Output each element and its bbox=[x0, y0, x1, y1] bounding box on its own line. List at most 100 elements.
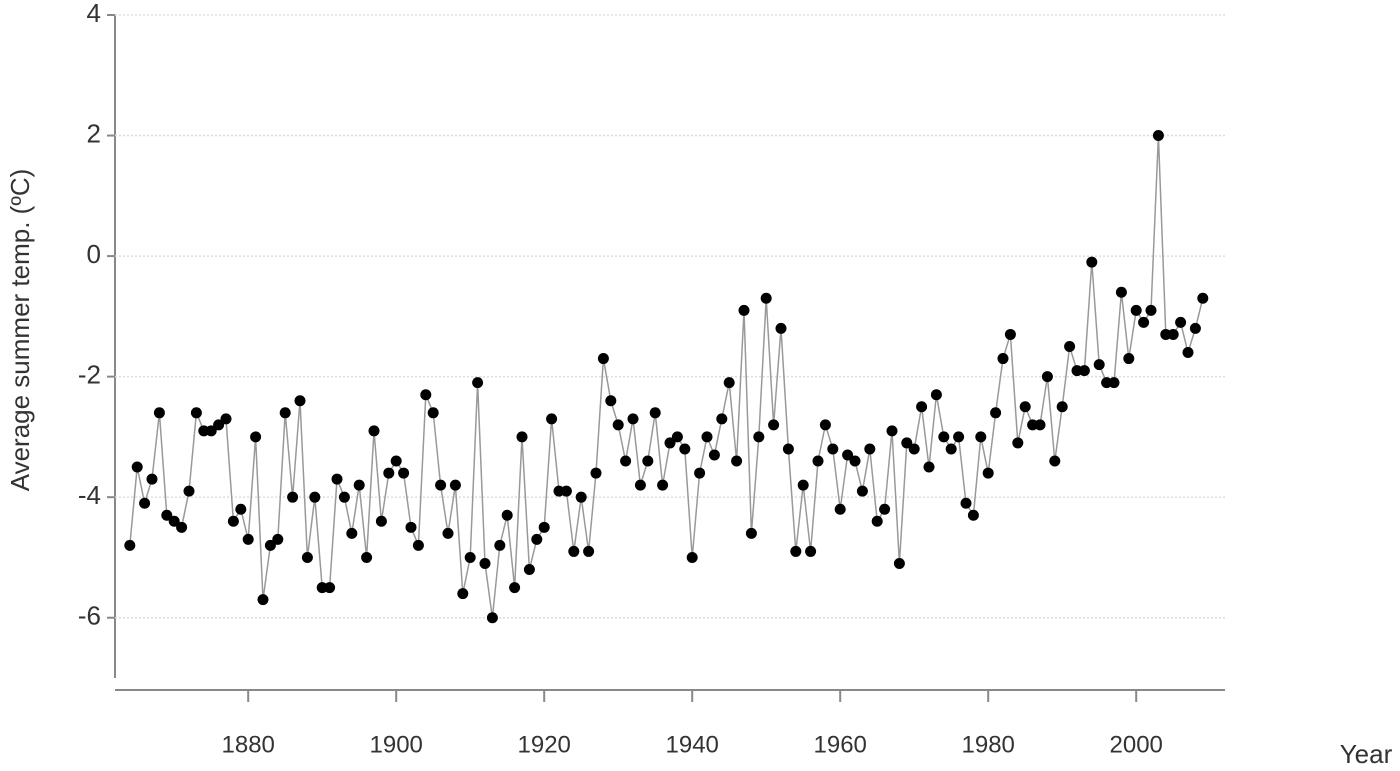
data-point bbox=[642, 455, 654, 467]
data-point bbox=[383, 467, 395, 479]
data-point bbox=[967, 509, 979, 521]
data-point bbox=[819, 419, 831, 431]
data-point bbox=[686, 551, 698, 563]
data-point bbox=[723, 377, 735, 389]
data-point bbox=[908, 443, 920, 455]
data-point bbox=[1197, 292, 1209, 304]
data-point bbox=[1189, 322, 1201, 334]
data-point bbox=[361, 551, 373, 563]
data-point bbox=[1086, 256, 1098, 268]
data-point bbox=[768, 419, 780, 431]
data-point bbox=[501, 509, 513, 521]
data-point bbox=[250, 431, 262, 443]
data-point bbox=[745, 527, 757, 539]
data-point bbox=[849, 455, 861, 467]
data-point bbox=[664, 437, 676, 449]
y-tick-label: 0 bbox=[87, 239, 101, 269]
data-point bbox=[627, 413, 639, 425]
data-point bbox=[1130, 304, 1142, 316]
data-point bbox=[916, 401, 928, 413]
data-point bbox=[346, 527, 358, 539]
data-point bbox=[412, 539, 424, 551]
data-point bbox=[309, 491, 321, 503]
data-point bbox=[1041, 371, 1053, 383]
data-point bbox=[131, 461, 143, 473]
data-point bbox=[753, 431, 765, 443]
data-point bbox=[605, 395, 617, 407]
data-point bbox=[575, 491, 587, 503]
data-point bbox=[124, 539, 136, 551]
data-point bbox=[945, 443, 957, 455]
data-point bbox=[1056, 401, 1068, 413]
data-point bbox=[190, 407, 202, 419]
data-point bbox=[560, 485, 572, 497]
data-point bbox=[538, 521, 550, 533]
data-point bbox=[509, 582, 521, 594]
data-point bbox=[856, 485, 868, 497]
data-point bbox=[930, 389, 942, 401]
data-point bbox=[790, 545, 802, 557]
data-point bbox=[546, 413, 558, 425]
data-point bbox=[960, 497, 972, 509]
data-point bbox=[923, 461, 935, 473]
data-point bbox=[990, 407, 1002, 419]
data-point bbox=[708, 449, 720, 461]
data-point bbox=[427, 407, 439, 419]
data-point bbox=[242, 533, 254, 545]
data-point bbox=[486, 612, 498, 624]
x-tick-label: 1900 bbox=[370, 731, 423, 758]
data-point bbox=[842, 449, 854, 461]
data-point bbox=[213, 419, 225, 431]
data-point bbox=[353, 479, 365, 491]
y-tick-label: 4 bbox=[87, 0, 101, 28]
data-point bbox=[760, 292, 772, 304]
data-point bbox=[272, 533, 284, 545]
data-point bbox=[1004, 328, 1016, 340]
data-point bbox=[287, 491, 299, 503]
x-tick-label: 1940 bbox=[666, 731, 719, 758]
data-point bbox=[464, 551, 476, 563]
data-point bbox=[161, 509, 173, 521]
data-point bbox=[1019, 401, 1031, 413]
data-point bbox=[531, 533, 543, 545]
data-point bbox=[886, 425, 898, 437]
data-point bbox=[1145, 304, 1157, 316]
data-point bbox=[264, 539, 276, 551]
data-point bbox=[153, 407, 165, 419]
data-point bbox=[679, 443, 691, 455]
data-point bbox=[183, 485, 195, 497]
data-point bbox=[812, 455, 824, 467]
data-point bbox=[220, 413, 232, 425]
data-point bbox=[1182, 347, 1194, 359]
data-line bbox=[129, 135, 1204, 618]
data-point bbox=[612, 419, 624, 431]
data-point bbox=[479, 557, 491, 569]
data-point bbox=[338, 491, 350, 503]
data-point bbox=[205, 425, 217, 437]
data-point bbox=[472, 377, 484, 389]
data-point bbox=[1012, 437, 1024, 449]
data-point bbox=[1115, 286, 1127, 298]
data-point bbox=[1034, 419, 1046, 431]
data-point bbox=[827, 443, 839, 455]
data-point bbox=[975, 431, 987, 443]
x-tick-label: 1960 bbox=[814, 731, 867, 758]
data-point bbox=[449, 479, 461, 491]
x-tick-label: 1880 bbox=[222, 731, 275, 758]
data-point bbox=[1078, 365, 1090, 377]
data-point bbox=[657, 479, 669, 491]
data-point bbox=[516, 431, 528, 443]
y-tick-label: -6 bbox=[78, 601, 101, 631]
data-point bbox=[1064, 341, 1076, 352]
data-point bbox=[1175, 316, 1187, 328]
data-point bbox=[146, 473, 158, 485]
data-point bbox=[671, 431, 683, 443]
data-point bbox=[435, 479, 447, 491]
data-point bbox=[694, 467, 706, 479]
y-tick-label: -2 bbox=[78, 360, 101, 390]
data-point bbox=[235, 503, 247, 515]
data-point bbox=[731, 455, 743, 467]
data-point bbox=[1152, 130, 1164, 142]
data-point bbox=[168, 515, 180, 527]
